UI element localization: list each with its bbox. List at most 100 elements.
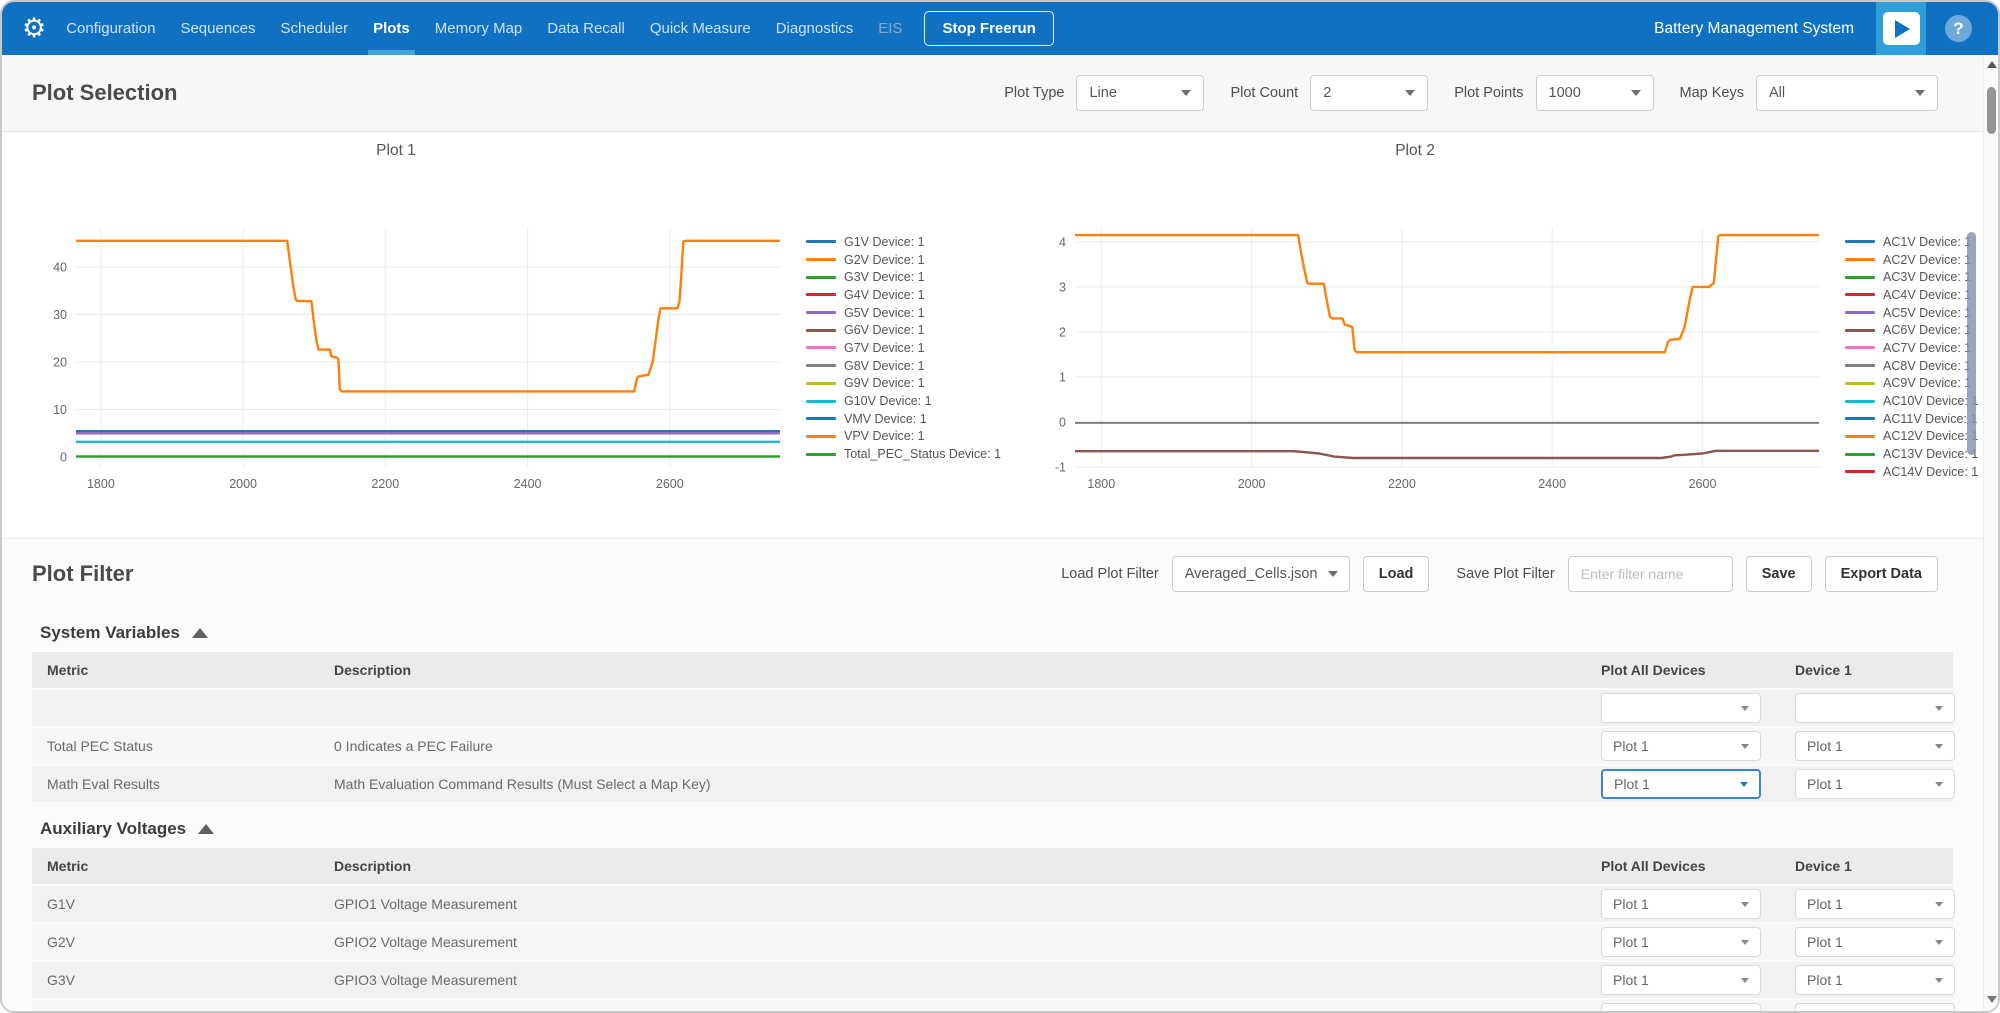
legend-line-swatch [806,381,836,385]
legend-line-swatch [806,434,836,438]
legend-item[interactable]: AC12V Device: 1 [1845,428,1978,446]
legend-item[interactable]: AC11V Device: 1 [1845,410,1978,428]
legend-item[interactable]: G8V Device: 1 [806,357,1001,375]
save-filter-input[interactable] [1567,555,1733,592]
triangle-up-icon[interactable] [191,628,208,638]
plot-body: 0 10 20 30 40 1800 2000 2200 2400 2600 G1V Device:… [2,207,1001,499]
nav-item-data-recall[interactable]: Data Recall [547,20,625,37]
triangle-up-icon[interactable] [198,824,215,834]
device-1-select[interactable]: Plot 1 [1795,731,1955,761]
device-1-select[interactable]: Plot 1 [1795,1003,1955,1011]
device-1-select[interactable]: Plot 1 [1795,769,1955,799]
plot-all-devices-select[interactable]: Plot 1 [1601,731,1761,761]
svg-text:2600: 2600 [656,477,684,491]
device-1-select[interactable] [1795,693,1955,723]
legend-line-swatch [806,452,836,456]
nav-right: Battery Management System ? [1654,2,1978,55]
nav-item-configuration[interactable]: Configuration [66,20,156,37]
legend-label: Total_PEC_Status Device: 1 [844,447,1002,462]
legend-item[interactable]: AC4V Device: 1 [1845,286,1978,304]
load-button[interactable]: Load [1362,555,1430,592]
legend-item[interactable]: G9V Device: 1 [806,375,1001,393]
legend-item[interactable]: AC14V Device: 1 [1845,463,1978,481]
svg-text:20: 20 [53,356,67,370]
nav-item-sequences[interactable]: Sequences [180,20,256,37]
legend-item[interactable]: AC5V Device: 1 [1845,304,1978,322]
legend-item[interactable]: VMV Device: 1 [806,410,1001,428]
legend-item[interactable]: G7V Device: 1 [806,339,1001,357]
legend-line-swatch [1845,275,1876,279]
legend-line-swatch [1845,258,1876,262]
legend-item[interactable]: Total_PEC_Status Device: 1 [806,445,1001,463]
help-icon[interactable]: ? [1945,15,1972,42]
metric-cell: Total PEC Status [47,738,153,754]
legend-item[interactable]: G3V Device: 1 [806,268,1001,286]
legend-item[interactable]: AC1V Device: 1 [1845,233,1978,251]
export-data-button[interactable]: Export Data [1824,555,1938,592]
legend-line-swatch [806,311,836,315]
device-1-select[interactable]: Plot 1 [1795,927,1955,957]
plot-all-devices-select[interactable]: Plot 1 [1601,1003,1761,1011]
nav-item-diagnostics[interactable]: Diagnostics [775,20,854,37]
plot-type-select[interactable]: Line [1076,75,1205,111]
plot-body: -1 0 1 2 3 4 1800 2000 2200 2400 2600 AC1V Device: … [1001,207,1998,499]
legend-line-swatch [1845,240,1876,244]
svg-text:40: 40 [53,260,67,274]
legend-label: VPV Device: 1 [844,429,925,444]
nav-item-quick-measure[interactable]: Quick Measure [649,20,751,37]
map-keys-select[interactable]: All [1756,75,1938,111]
svg-text:3: 3 [1059,280,1066,294]
device1-cell: Plot 1 [1780,731,1955,761]
plot-panel-2: Plot 2 -1 0 1 2 3 4 1800 2000 2200 2400 2600 AC1V De… [1001,132,1998,538]
plot-all-devices-select[interactable]: Plot 1 [1601,965,1761,995]
metric-cell: Math Eval Results [47,776,160,792]
nav-item-scheduler[interactable]: Scheduler [280,20,349,37]
legend-item[interactable]: VPV Device: 1 [806,428,1001,446]
plot-points-select[interactable]: 1000 [1535,75,1654,111]
device-1-select[interactable]: Plot 1 [1795,889,1955,919]
nav-item-plots[interactable]: Plots [368,2,415,55]
legend-item[interactable]: AC13V Device: 1 [1845,445,1978,463]
scrollbar-thumb[interactable] [1987,87,1996,134]
description-cell: 0 Indicates a PEC Failure [334,738,493,754]
legend-item[interactable]: AC8V Device: 1 [1845,357,1978,375]
save-button[interactable]: Save [1745,555,1812,592]
plot-all-cell: Plot 1 [1586,965,1780,995]
load-filter-select[interactable]: Averaged_Cells.json [1171,555,1350,592]
filter-table: Metric Description Plot All Devices Device … [32,848,1955,1011]
plot-all-devices-select[interactable]: Plot 1 [1601,769,1761,799]
chevron-down-icon [1741,705,1749,711]
col-metric: Metric [47,858,89,874]
legend-item[interactable]: AC7V Device: 1 [1845,339,1978,357]
legend-item[interactable]: AC9V Device: 1 [1845,375,1978,393]
legend-label: AC4V Device: 1 [1883,287,1972,302]
gear-icon[interactable]: ⚙ [22,13,47,43]
plot-type-label: Plot Type [1004,85,1065,101]
legend-item[interactable]: AC2V Device: 1 [1845,251,1978,269]
legend-item[interactable]: G10V Device: 1 [806,392,1001,410]
legend-item[interactable]: G6V Device: 1 [806,321,1001,339]
plot-count-select[interactable]: 2 [1310,75,1429,111]
plot-all-devices-select[interactable]: Plot 1 [1601,927,1761,957]
legend-scrollbar[interactable] [1967,232,1976,455]
nav-item-memory-map[interactable]: Memory Map [434,20,523,37]
legend-item[interactable]: G1V Device: 1 [806,233,1001,251]
page-scrollbar[interactable] [1983,55,1998,1011]
stop-freerun-button[interactable]: Stop Freerun [924,11,1054,46]
legend-item[interactable]: AC10V Device: 1 [1845,392,1978,410]
plot-count-label: Plot Count [1230,85,1299,101]
play-button[interactable] [1876,2,1926,55]
scrollbar-up-icon[interactable] [1987,61,1997,68]
scrollbar-down-icon[interactable] [1987,996,1997,1003]
legend-item[interactable]: G5V Device: 1 [806,304,1001,322]
plot-all-devices-select[interactable] [1601,693,1761,723]
legend-label: AC11V Device: 1 [1883,411,1978,426]
device-1-select[interactable]: Plot 1 [1795,965,1955,995]
plot-all-devices-select[interactable]: Plot 1 [1601,889,1761,919]
chevron-down-icon [1935,743,1943,749]
legend-item[interactable]: AC6V Device: 1 [1845,321,1978,339]
legend-item[interactable]: AC3V Device: 1 [1845,268,1978,286]
legend-item[interactable]: G4V Device: 1 [806,286,1001,304]
chart-legend: G1V Device: 1 G2V Device: 1 G3V Device: 1 G… [806,233,1001,499]
legend-item[interactable]: G2V Device: 1 [806,251,1001,269]
